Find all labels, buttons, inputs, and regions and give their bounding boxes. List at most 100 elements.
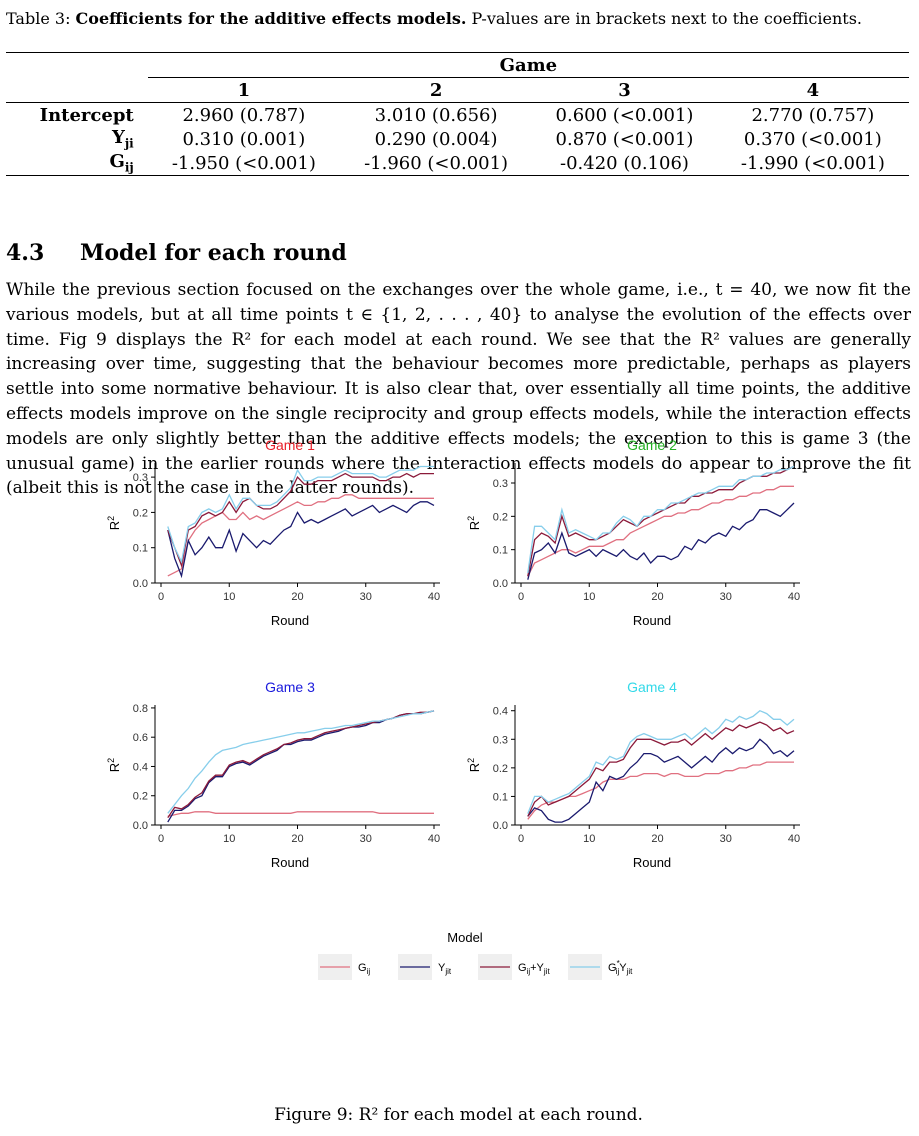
x-axis-label: Round <box>271 613 309 628</box>
table-cell: 2.770 (0.757) <box>751 104 875 126</box>
y-tick-label: 0.1 <box>133 543 148 555</box>
series-line-yjit <box>527 738 795 823</box>
series-line-gij <box>167 811 434 817</box>
section-heading: 4.3 Model for each round <box>6 240 347 266</box>
legend-label: G* ijYjit <box>608 959 633 976</box>
legend-label: Gij <box>358 962 370 976</box>
y-tick-label: 0.1 <box>493 791 508 803</box>
figure-9: Game 1 0.0 0.1 0.2 0.3 0 10 20 30 40 Round R2 Game 2… <box>80 430 840 1130</box>
x-tick-label: 20 <box>651 591 663 603</box>
x-axis-label: Round <box>271 855 309 870</box>
figure-panels: Game 1 0.0 0.1 0.2 0.3 0 10 20 30 40 Round R2 Game 2… <box>106 437 800 980</box>
y-tick-label: 0.2 <box>133 791 148 803</box>
y-axis-label: R2 <box>466 516 482 530</box>
y-tick-label: 0.6 <box>133 732 148 744</box>
table-cell: -0.420 (0.106) <box>532 151 717 176</box>
x-tick-label: 30 <box>720 591 732 603</box>
x-tick-label: 30 <box>360 833 372 845</box>
col-header-3: 3 <box>532 77 717 103</box>
row-label-yji: Yji <box>111 127 134 151</box>
panel-title: Game 4 <box>627 679 677 695</box>
y-axis-label: R2 <box>106 516 122 530</box>
y-tick-label: 0.3 <box>493 478 508 490</box>
x-tick-label: 20 <box>291 591 303 603</box>
x-tick-label: 40 <box>788 833 800 845</box>
y-tick-label: 0.2 <box>133 507 148 519</box>
series-line-gij <box>527 485 794 577</box>
series-line-gijyjit <box>527 721 795 817</box>
y-tick-label: 0.2 <box>493 511 508 523</box>
table-cell: 2.960 (0.787) <box>182 104 306 126</box>
table-caption-text: P-values are in brackets next to the coe… <box>471 9 862 28</box>
table-cell: 0.870 (<0.001) <box>555 128 694 150</box>
table-row: Intercept 2.960 (0.787) 3.010 (0.656) 0.… <box>6 103 909 128</box>
y-tick-label: 0.0 <box>493 820 508 832</box>
table-caption-title: Coefficients for the additive effects mo… <box>75 9 467 28</box>
y-tick-label: 0.0 <box>133 820 148 832</box>
row-label-intercept: Intercept <box>39 104 134 126</box>
series-line-gijyjit <box>167 710 435 814</box>
y-axis-label: R2 <box>106 758 122 772</box>
table-cell: -1.960 (<0.001) <box>339 151 533 176</box>
y-axis-label: R2 <box>466 758 482 772</box>
coefficients-table: Game 1 2 3 4 Intercept 2.960 (0.787) 3.0… <box>6 52 909 176</box>
y-tick-label: 0.3 <box>133 472 148 484</box>
x-axis-label: Round <box>633 855 671 870</box>
y-tick-label: 0.1 <box>493 545 508 557</box>
x-tick-label: 0 <box>518 833 524 845</box>
body-paragraph: While the previous section focused on th… <box>6 280 911 499</box>
table-cell: -1.990 (<0.001) <box>716 151 909 176</box>
x-tick-label: 10 <box>223 833 235 845</box>
x-tick-label: 10 <box>583 591 595 603</box>
x-tick-label: 30 <box>360 591 372 603</box>
series-line-gijyjit <box>527 465 795 574</box>
table-cell: 3.010 (0.656) <box>374 104 498 126</box>
series-line-gijyjit <box>527 709 795 814</box>
section-number: 4.3 <box>6 240 45 266</box>
x-tick-label: 10 <box>223 591 235 603</box>
x-tick-label: 0 <box>158 833 164 845</box>
table-cell: -1.950 (<0.001) <box>147 151 340 176</box>
col-header-1: 1 <box>147 77 340 103</box>
x-tick-label: 30 <box>720 833 732 845</box>
table-cell: 0.600 (<0.001) <box>555 104 694 126</box>
y-tick-label: 0.3 <box>493 734 508 746</box>
x-tick-label: 10 <box>583 833 595 845</box>
table-caption: Table 3: Coefficients for the additive e… <box>6 8 911 30</box>
series-line-gijyjit <box>167 472 434 568</box>
legend-title: Model <box>447 930 483 945</box>
series-line-yjit <box>167 710 435 823</box>
panel-title: Game 2 <box>627 437 677 453</box>
table-caption-label: Table 3: <box>6 9 71 28</box>
y-tick-label: 0.0 <box>133 578 148 590</box>
table-cell: 0.290 (0.004) <box>374 128 498 150</box>
x-tick-label: 0 <box>158 591 164 603</box>
col-header-4: 4 <box>716 77 909 103</box>
legend-label: Yjit <box>438 962 452 976</box>
series-line-gijyjit <box>527 465 795 577</box>
row-label-gij: Gij <box>6 151 148 176</box>
series-line-gij <box>527 761 794 820</box>
game-group-header: Game <box>147 52 909 78</box>
panel-title: Game 3 <box>265 679 315 695</box>
x-axis-label: Round <box>633 613 671 628</box>
y-tick-label: 0.0 <box>493 578 508 590</box>
table-cell: 0.370 (<0.001) <box>743 128 882 150</box>
series-line-yjit <box>527 502 795 580</box>
col-header-2: 2 <box>339 77 533 103</box>
x-tick-label: 0 <box>518 591 524 603</box>
table-cell: 0.310 (0.001) <box>182 128 306 150</box>
x-tick-label: 20 <box>291 833 303 845</box>
series-line-gij <box>167 494 434 577</box>
x-tick-label: 40 <box>428 833 440 845</box>
section-title: Model for each round <box>80 240 347 266</box>
y-tick-label: 0.8 <box>133 703 148 715</box>
y-tick-label: 0.4 <box>493 706 508 718</box>
figure-caption: Figure 9: R² for each model at each roun… <box>274 1105 643 1125</box>
y-tick-label: 0.2 <box>493 763 508 775</box>
panel-title: Game 1 <box>265 437 315 453</box>
table-row: Yji 0.310 (0.001) 0.290 (0.004) 0.870 (<… <box>6 127 909 151</box>
x-tick-label: 20 <box>651 833 663 845</box>
table-row: Gij -1.950 (<0.001) -1.960 (<0.001) -0.4… <box>6 151 909 176</box>
x-tick-label: 40 <box>428 591 440 603</box>
